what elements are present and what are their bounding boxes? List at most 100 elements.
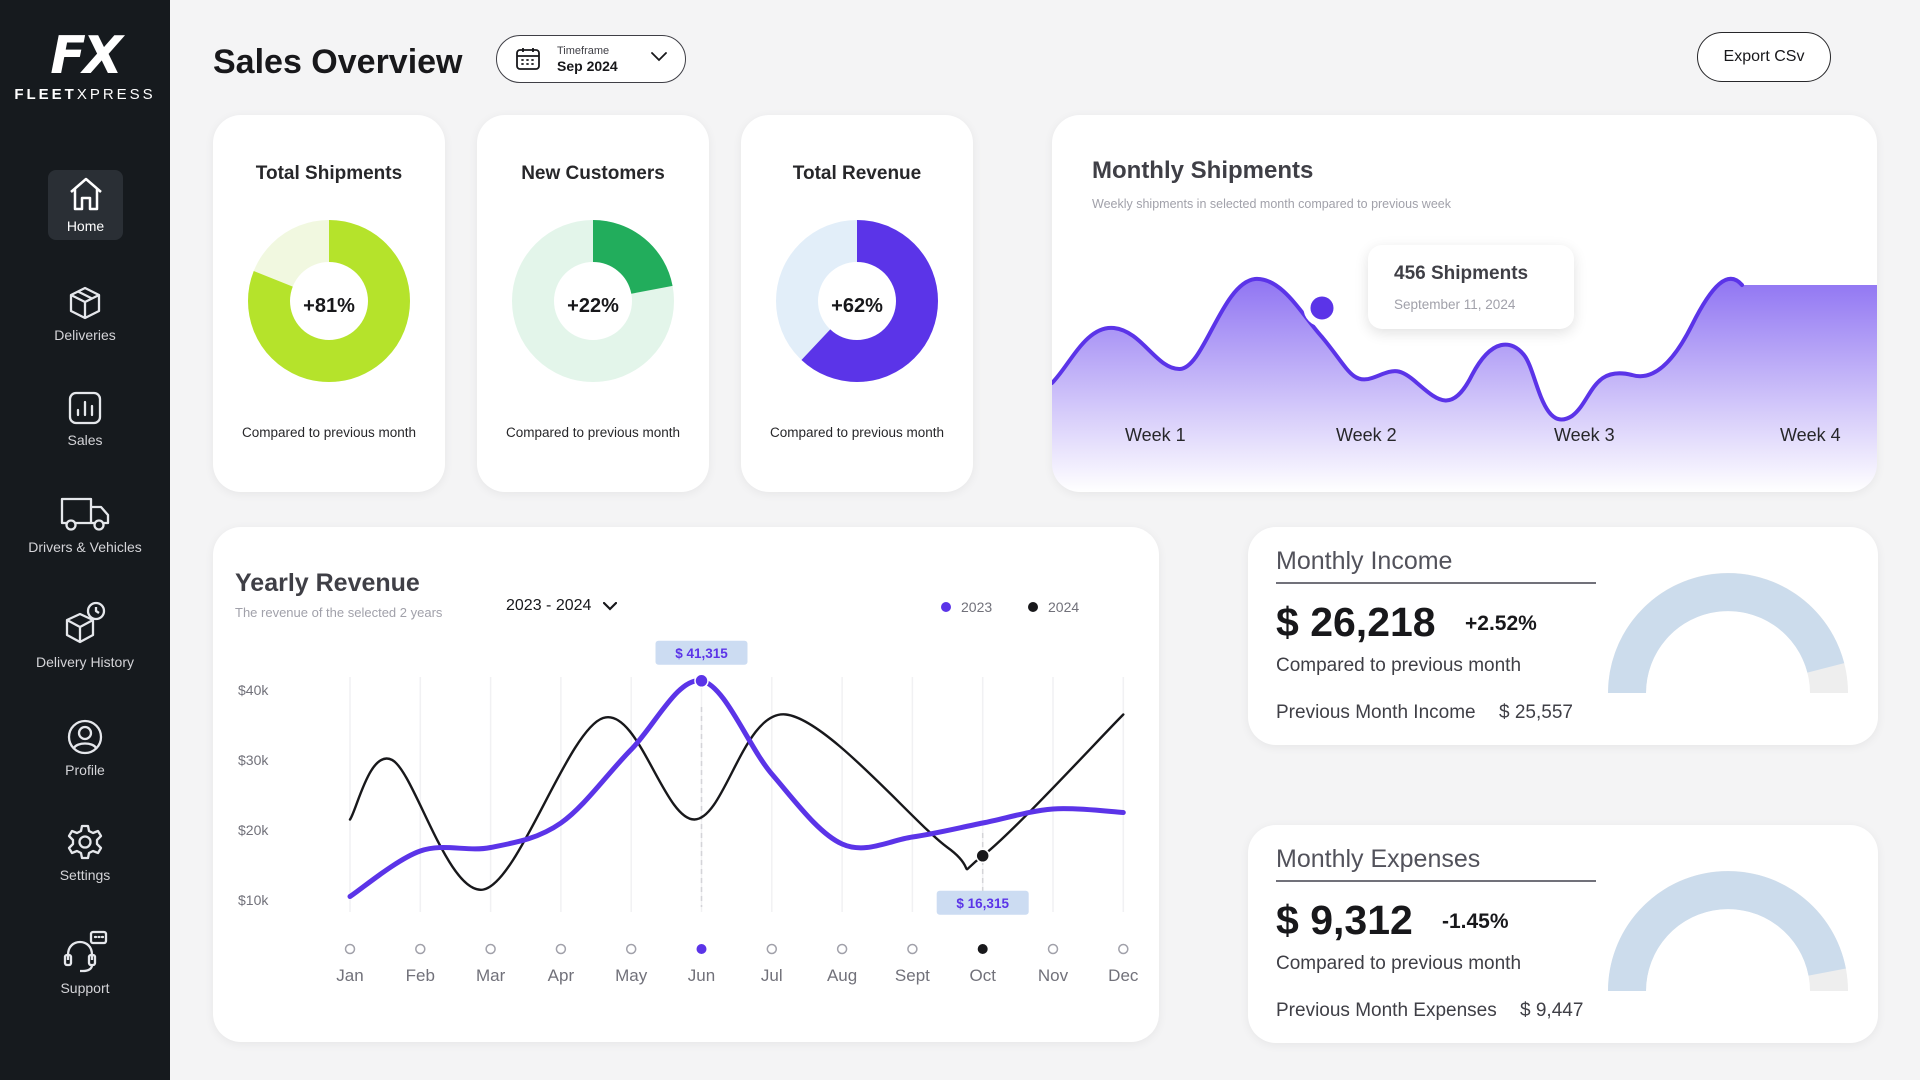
yearly-revenue-card: Yearly Revenue The revenue of the select… (213, 527, 1159, 1042)
previous-expenses-label: Previous Month Expenses (1276, 1000, 1497, 1021)
nav-label: Settings (59, 867, 111, 883)
monthly-expenses-card: Monthly Expenses $ 9,312 -1.45% Compared… (1248, 825, 1878, 1043)
month-marker (766, 943, 778, 955)
monthly-shipments-subtitle: Weekly shipments in selected month compa… (1092, 197, 1451, 211)
previous-income-label: Previous Month Income (1276, 702, 1476, 723)
nav-label: Sales (67, 432, 103, 448)
kpi-card-total-revenue: Total Revenue +62% Compared to previous … (741, 115, 973, 492)
month-marker (485, 943, 496, 955)
yearly-revenue-title: Yearly Revenue (235, 569, 420, 597)
chart-icon (68, 391, 102, 425)
kpi-value: +81% (303, 295, 355, 317)
export-csv-button[interactable]: Export CSv (1697, 32, 1831, 82)
chevron-down-icon (651, 52, 667, 62)
gauge-fill (1608, 871, 1846, 992)
timeframe-dropdown[interactable]: Timeframe Sep 2024 (496, 35, 686, 83)
expenses-value: $ 9,312 (1276, 897, 1413, 943)
legend-label: 2024 (1048, 599, 1080, 615)
monthly-shipments-title: Monthly Shipments (1092, 157, 1314, 184)
kpi-title: Total Shipments (255, 163, 403, 184)
x-tick-label: Mar (476, 966, 506, 985)
week-label: Week 3 (1554, 425, 1615, 445)
sidebar: FX FLEETXPRESS Home Deliveries Sales Dri… (0, 0, 170, 1080)
expenses-gauge (1608, 871, 1848, 992)
kpi-donut-chart (776, 220, 938, 382)
gauge-fill (1608, 573, 1845, 694)
x-tick-label: Jan (336, 966, 363, 985)
week-label: Week 2 (1336, 425, 1397, 445)
nav-item-profile[interactable]: Profile (15, 718, 155, 778)
month-marker (1047, 943, 1059, 955)
brand-logo: FX FLEETXPRESS (0, 30, 170, 103)
series-line-2024 (348, 713, 1125, 891)
month-marker (555, 943, 567, 955)
user-circle-icon (67, 719, 103, 755)
month-marker (415, 943, 426, 955)
y-tick-label: $30k (238, 752, 269, 768)
nav-item-deliveries[interactable]: Deliveries (15, 285, 155, 343)
nav-label: Home (66, 218, 105, 234)
kpi-card-total-shipments: Total Shipments +81% Compared to previou… (213, 115, 445, 492)
year-range-dropdown[interactable]: 2023 - 2024 (506, 597, 618, 615)
data-label: $ 16,315 (956, 896, 1009, 911)
highlight-point (975, 848, 990, 864)
year-range-value: 2023 - 2024 (506, 597, 592, 614)
x-tick-label: Sept (895, 966, 930, 985)
nav-label: Delivery History (35, 654, 134, 670)
page-title: Sales Overview (213, 43, 463, 81)
monthly-shipments-area-chart (1052, 276, 1877, 492)
month-marker (836, 943, 848, 955)
data-label-bg (655, 640, 748, 665)
legend-item-2023: 2023 (941, 599, 992, 615)
truck-icon (60, 497, 110, 531)
nav-item-support[interactable]: Support (15, 930, 155, 996)
nav-item-home[interactable]: Home (48, 170, 123, 240)
kpi-value: +62% (831, 295, 883, 317)
income-compare-label: Compared to previous month (1276, 655, 1522, 676)
timeframe-label: Timeframe (557, 45, 610, 57)
x-tick-label: Jun (688, 966, 715, 985)
x-tick-label: Apr (548, 966, 575, 985)
month-marker (696, 944, 707, 954)
x-tick-label: Oct (969, 966, 996, 985)
legend-label: 2023 (961, 599, 993, 615)
series-line-2023 (347, 678, 1126, 899)
yearly-revenue-line-chart: $40k $30k $20k $10k $ 41,315 $ 16,315 Jan Feb Ma… (238, 640, 1139, 985)
nav-item-sales[interactable]: Sales (15, 390, 155, 448)
gear-icon (67, 824, 103, 860)
nav-item-drivers-vehicles[interactable]: Drivers & Vehicles (15, 495, 155, 555)
month-marker (907, 943, 918, 955)
tooltip-date: September 11, 2024 (1394, 297, 1516, 312)
week-label: Week 1 (1125, 425, 1186, 445)
timeframe-value: Sep 2024 (557, 58, 618, 74)
data-label: $ 41,315 (675, 646, 728, 661)
x-tick-label: Feb (406, 966, 435, 985)
month-marker (977, 944, 988, 954)
shipments-line (1052, 276, 1744, 422)
nav-item-delivery-history[interactable]: Delivery History (15, 600, 155, 670)
package-history-icon (65, 601, 106, 644)
week-label: Week 4 (1780, 425, 1841, 445)
shipments-area (1052, 278, 1877, 492)
y-tick-label: $40k (238, 682, 269, 698)
home-icon (69, 177, 102, 211)
previous-income-value: $ 25,557 (1499, 702, 1573, 723)
income-change: +2.52% (1465, 612, 1537, 635)
kpi-subtitle: Compared to previous month (505, 425, 681, 440)
nav-item-settings[interactable]: Settings (15, 823, 155, 883)
chevron-down-icon (603, 601, 618, 611)
legend-item-2024: 2024 (1028, 599, 1079, 615)
previous-expenses-value: $ 9,447 (1520, 1000, 1584, 1021)
logo-wordmark: FLEETXPRESS (14, 86, 156, 103)
donut-arc (248, 220, 410, 382)
income-gauge (1608, 573, 1848, 694)
package-icon (69, 286, 101, 320)
legend-dot (1028, 602, 1038, 612)
x-tick-label: May (615, 966, 648, 985)
income-value: $ 26,218 (1276, 599, 1436, 645)
month-marker (625, 943, 637, 955)
kpi-card-new-customers: New Customers +22% Compared to previous … (477, 115, 709, 492)
y-tick-label: $20k (238, 822, 269, 838)
shipments-highlight-point (1303, 289, 1341, 327)
kpi-title: Total Revenue (792, 163, 922, 184)
